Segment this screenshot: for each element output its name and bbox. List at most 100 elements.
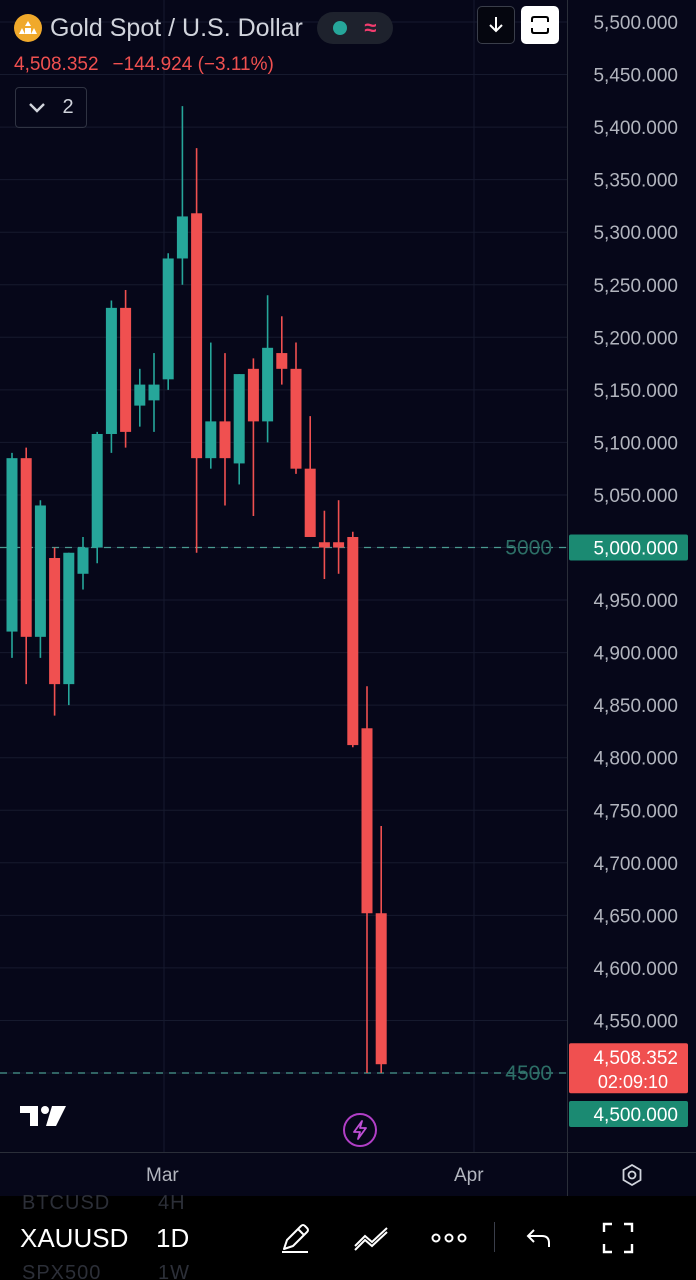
candle-body bbox=[247, 368, 259, 422]
price-axis-svg: 5,500.000 5,450.000 5,400.000 5,350.000 5,30… bbox=[569, 13, 688, 1127]
candle-body bbox=[63, 552, 75, 685]
candle-body bbox=[347, 536, 359, 746]
price-scale[interactable]: 5,500.000 5,450.000 5,400.000 5,350.000 5,30… bbox=[567, 0, 696, 1152]
indicators-toggle-button[interactable]: 2 bbox=[15, 87, 87, 128]
price-tick-label: 4,650.000 bbox=[593, 906, 678, 927]
candle bbox=[49, 547, 61, 716]
candle bbox=[262, 295, 274, 443]
candle-body bbox=[91, 433, 103, 548]
undo-button[interactable] bbox=[517, 1218, 561, 1258]
price-tick-label: 5,450.000 bbox=[593, 66, 678, 87]
candle bbox=[205, 342, 217, 469]
candlestick-chart[interactable]: 5000 4500 bbox=[0, 0, 567, 1152]
horizontal-line-label-4500: 4500 bbox=[505, 1062, 552, 1085]
last-price: 4,508.352 bbox=[14, 54, 99, 75]
more-button[interactable] bbox=[427, 1218, 471, 1258]
download-button[interactable] bbox=[477, 6, 515, 44]
download-arrow-icon bbox=[489, 17, 503, 33]
candle bbox=[120, 290, 132, 448]
price-tick-label: 5,100.000 bbox=[593, 433, 678, 454]
fullscreen-icon bbox=[531, 16, 549, 34]
price-change: −144.924 (−3.11%) bbox=[112, 54, 274, 75]
candle bbox=[77, 536, 89, 590]
candle-body bbox=[318, 542, 330, 548]
candle-body bbox=[290, 368, 302, 469]
price-tick-label: 5,500.000 bbox=[593, 13, 678, 34]
candle-body bbox=[34, 505, 46, 637]
interval-picker[interactable]: 1D bbox=[156, 1223, 190, 1253]
time-label-apr: Apr bbox=[454, 1165, 484, 1186]
candle-body bbox=[162, 258, 174, 380]
price-tick-label: 5,150.000 bbox=[593, 381, 678, 402]
price-tick-label: 5,250.000 bbox=[593, 276, 678, 297]
alert-label-4500-bg bbox=[569, 1101, 688, 1127]
trend-line-icon bbox=[354, 1227, 388, 1251]
candle-body bbox=[105, 307, 117, 434]
candle-body bbox=[304, 468, 316, 537]
price-tick-label: 4,950.000 bbox=[593, 591, 678, 612]
candle bbox=[162, 253, 174, 390]
indicator-count: 2 bbox=[62, 96, 74, 118]
price-tick-label: 5,050.000 bbox=[593, 486, 678, 507]
candle bbox=[105, 300, 117, 453]
price-tick-label: 5,350.000 bbox=[593, 171, 678, 192]
candle-body bbox=[176, 216, 188, 259]
chevron-down-icon bbox=[29, 102, 46, 113]
alert-label-5000-bg bbox=[569, 534, 688, 561]
candle bbox=[148, 353, 160, 432]
tradingview-logo-icon[interactable] bbox=[18, 1103, 68, 1134]
candle-body bbox=[333, 542, 345, 548]
symbol-picker[interactable]: XAUUSD bbox=[20, 1223, 129, 1253]
alert-label-4500: 4,500.000 bbox=[593, 1105, 678, 1126]
candle bbox=[176, 106, 188, 285]
chart-settings-button[interactable] bbox=[567, 1152, 696, 1196]
candle bbox=[276, 316, 288, 385]
symbol-header[interactable]: Gold Spot / U.S. Dollar ≈ bbox=[14, 12, 393, 44]
trend-tool-button[interactable] bbox=[349, 1218, 393, 1258]
candle-body bbox=[219, 421, 231, 459]
flash-button[interactable] bbox=[343, 1113, 377, 1147]
current-price-label: 4,508.352 bbox=[593, 1048, 678, 1069]
drawing-tool-button[interactable] bbox=[273, 1218, 317, 1258]
flash-icon bbox=[353, 1120, 367, 1140]
candle bbox=[333, 500, 345, 574]
settings-gear-icon bbox=[622, 1163, 642, 1186]
price-summary: 4,508.352 −144.924 (−3.11%) bbox=[14, 54, 274, 76]
candle bbox=[290, 342, 302, 474]
candle bbox=[375, 826, 387, 1073]
horizontal-line-label-5000: 5000 bbox=[505, 537, 552, 560]
price-tick-label: 4,900.000 bbox=[593, 644, 678, 665]
ghost-interval-above: 4H bbox=[158, 1192, 186, 1214]
symbol-title: Gold Spot / U.S. Dollar bbox=[50, 13, 303, 42]
candle-body bbox=[120, 307, 132, 432]
chart-pane[interactable]: 5000 4500 Gold Spot / U.S. Dollar ≈ 4,508… bbox=[0, 0, 567, 1152]
market-status-pill[interactable]: ≈ bbox=[316, 12, 393, 44]
price-tick-label: 5,200.000 bbox=[593, 328, 678, 349]
candle bbox=[191, 148, 203, 553]
bar-countdown: 02:09:10 bbox=[598, 1072, 668, 1092]
price-tick-label: 4,850.000 bbox=[593, 696, 678, 717]
candle-body bbox=[20, 458, 32, 637]
candle-body bbox=[361, 728, 373, 914]
candle bbox=[304, 416, 316, 537]
candle-body bbox=[49, 558, 61, 685]
wave-icon: ≈ bbox=[364, 15, 377, 40]
time-label-mar: Mar bbox=[146, 1165, 179, 1186]
bottom-toolbar: BTCUSD 4H XAUUSD 1D SPX500 1W bbox=[0, 1192, 696, 1280]
toolbar-divider bbox=[494, 1222, 495, 1252]
ghost-symbol-below: SPX500 bbox=[22, 1262, 102, 1280]
expand-icon bbox=[602, 1222, 634, 1254]
candle bbox=[233, 374, 245, 485]
expand-button[interactable] bbox=[596, 1218, 640, 1258]
candle-body bbox=[205, 421, 217, 459]
candle-body bbox=[6, 458, 18, 632]
time-scale[interactable]: Mar Apr bbox=[0, 1152, 567, 1196]
fullscreen-button[interactable] bbox=[521, 6, 559, 44]
green-status-icon bbox=[333, 21, 348, 35]
candle-body bbox=[77, 547, 89, 574]
alert-label-5000: 5,000.000 bbox=[593, 539, 678, 560]
candle bbox=[361, 686, 373, 1073]
candle bbox=[219, 353, 231, 506]
ghost-symbol-above: BTCUSD bbox=[22, 1192, 111, 1214]
price-tick-label: 4,550.000 bbox=[593, 1011, 678, 1032]
